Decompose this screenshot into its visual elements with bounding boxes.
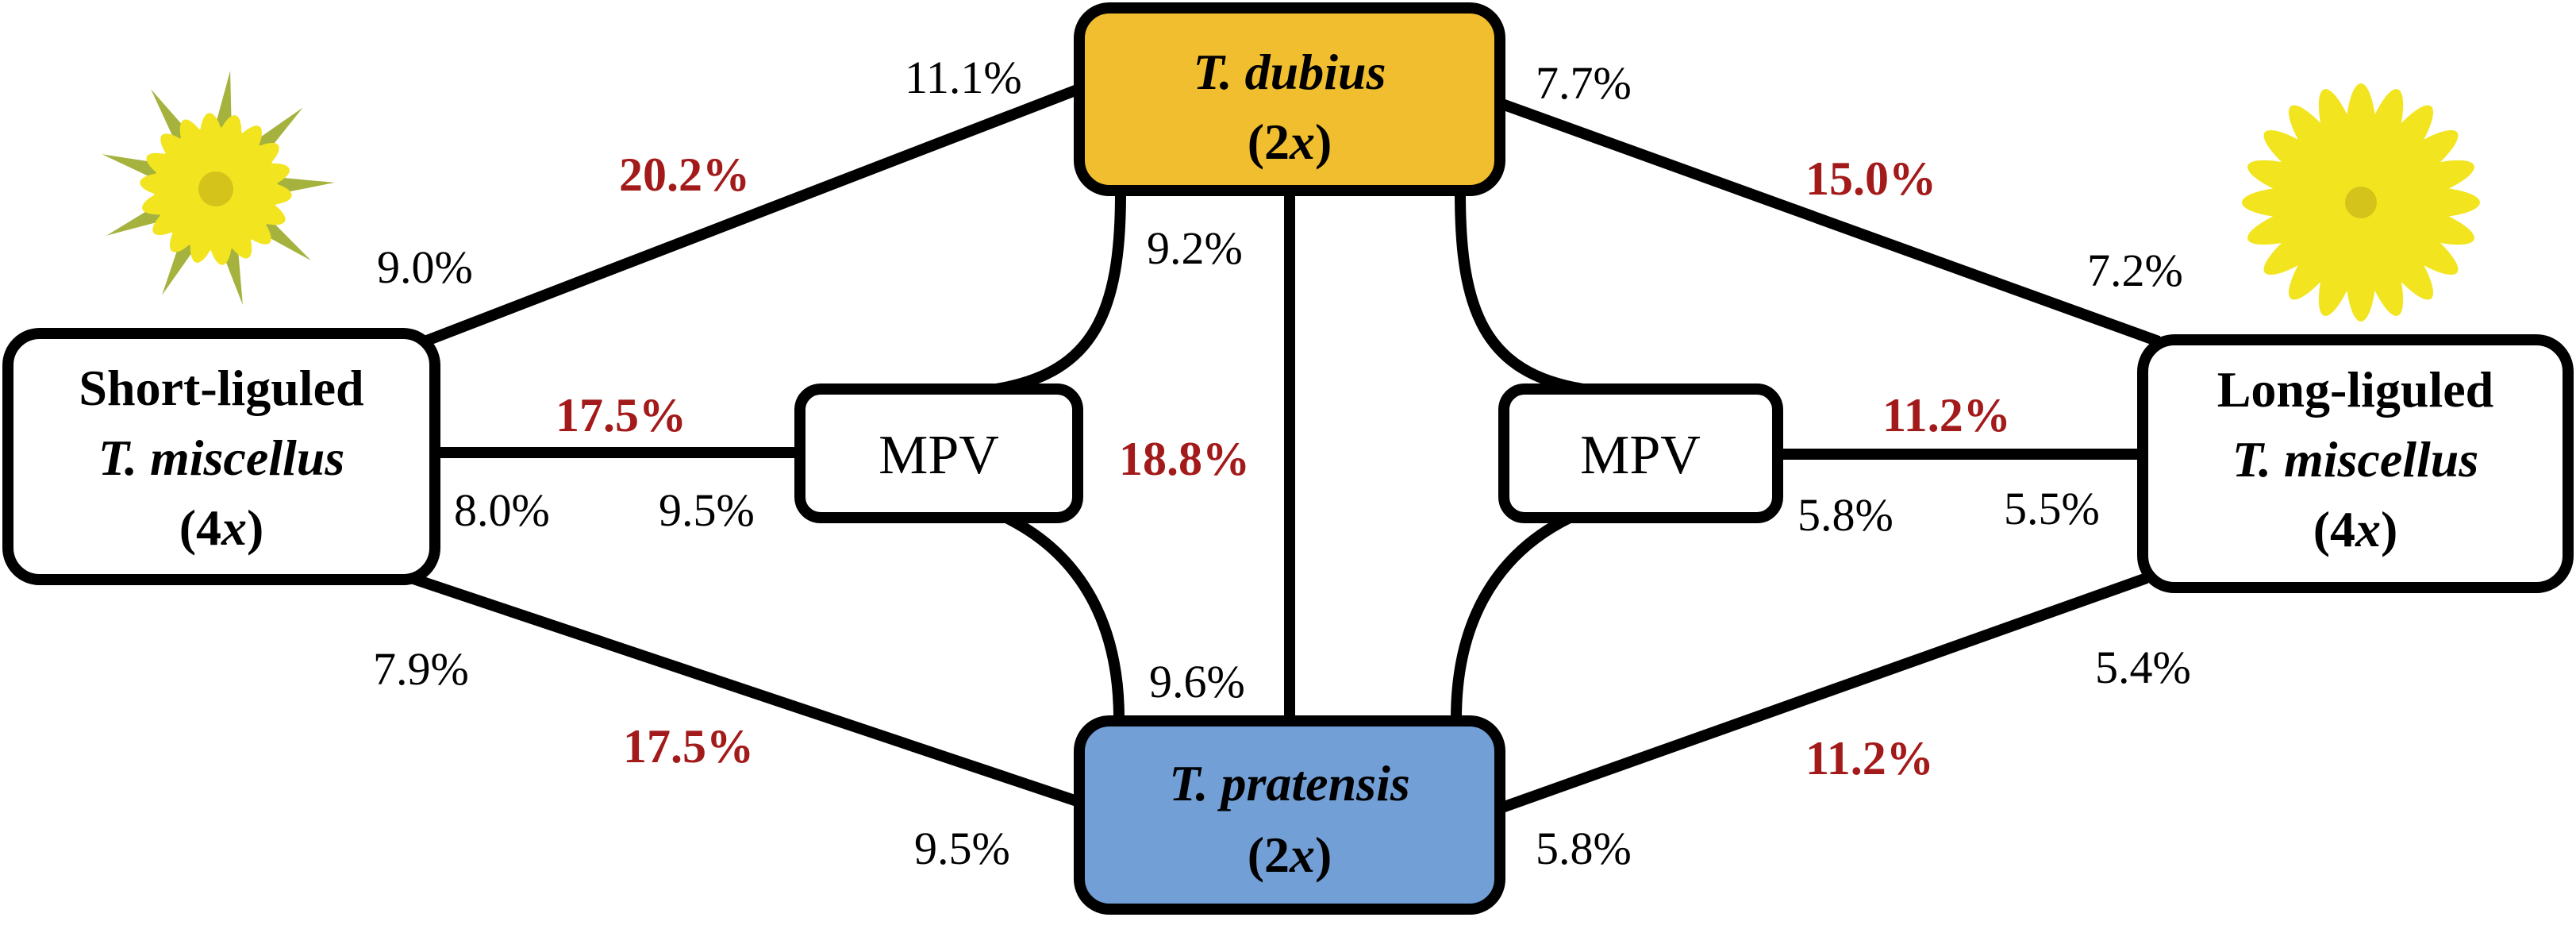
pct-long-pratensis-at-pratensis: 5.8%: [1536, 823, 1632, 874]
flower-petal: [215, 163, 290, 195]
node-mpv-left: [794, 383, 1083, 523]
pct-short-pratensis-at-pratensis: 9.5%: [914, 823, 1010, 874]
node-mpv-right: [1498, 383, 1783, 523]
pct-dubius-short-at-dubius: 11.1%: [905, 52, 1022, 103]
edge-dubius-long: [1498, 98, 2161, 347]
node-t-pratensis: [1074, 715, 1505, 915]
curve-right-mpv-pratensis: [1451, 512, 1573, 719]
pct-dubius-pratensis-at-dubius: 9.2%: [1147, 222, 1243, 274]
pct-long-pratensis-mid: 11.2%: [1805, 732, 1934, 784]
pct-dubius-long-at-dubius: 7.7%: [1536, 57, 1632, 109]
pct-long-pratensis-at-long: 5.4%: [2095, 642, 2191, 693]
pct-dubius-long-mid: 15.0%: [1805, 152, 1936, 205]
long-liguled-line1: Long-liguled: [2217, 361, 2494, 418]
edge-dubius-short: [418, 83, 1082, 349]
pct-short-mpv-at-mpv: 9.5%: [659, 484, 755, 536]
pct-dubius-short-mid: 20.2%: [619, 148, 750, 201]
pct-short-pratensis-mid: 17.5%: [623, 720, 754, 773]
pct-dubius-long-at-long: 7.2%: [2087, 245, 2183, 296]
pratensis-name: T. pratensis: [1169, 755, 1410, 811]
edge-long-pratensis: [1498, 572, 2149, 814]
curve-left-mpv-pratensis: [1003, 512, 1125, 719]
curve-dubius-right-mpv: [1455, 193, 1585, 395]
pct-dubius-pratensis-mid: 18.8%: [1119, 433, 1250, 485]
mpv-right-label: MPV: [1580, 425, 1701, 486]
curve-dubius-left-mpv: [994, 193, 1126, 395]
pct-long-mpv-mid: 11.2%: [1882, 389, 2011, 441]
pct-short-pratensis-at-short: 7.9%: [373, 643, 469, 695]
short-liguled-flower-icon: [102, 71, 335, 306]
short-liguled-line1: Short-liguled: [79, 360, 363, 416]
mpv-left-label: MPV: [879, 425, 999, 486]
pct-long-mpv-at-mpv: 5.8%: [1797, 489, 1894, 541]
edge-short-pratensis: [409, 572, 1082, 807]
pratensis-ploidy: (2x): [1248, 827, 1332, 883]
long-liguled-line2: T. miscellus: [2232, 431, 2479, 488]
pct-dubius-pratensis-at-pratensis: 9.6%: [1149, 656, 1245, 707]
node-t-dubius: [1074, 2, 1505, 196]
long-liguled-flower-icon: [2242, 83, 2480, 322]
pct-long-mpv-at-long: 5.5%: [2004, 483, 2100, 534]
pct-short-mpv-at-short: 8.0%: [454, 484, 550, 536]
node-short-liguled: [2, 328, 440, 585]
dubius-ploidy: (2x): [1248, 114, 1332, 170]
short-liguled-ploidy: (4x): [179, 499, 264, 556]
dubius-name: T. dubius: [1193, 44, 1386, 100]
long-liguled-ploidy: (4x): [2313, 501, 2398, 557]
pct-dubius-short-at-short: 9.0%: [377, 241, 473, 293]
pct-short-mpv-mid: 17.5%: [556, 389, 686, 441]
short-liguled-line2: T. miscellus: [98, 430, 345, 486]
node-long-liguled: [2137, 334, 2574, 593]
